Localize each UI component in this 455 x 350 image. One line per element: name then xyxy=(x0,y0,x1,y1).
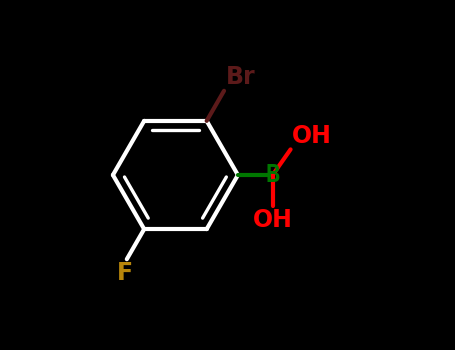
Text: Br: Br xyxy=(226,65,255,89)
Text: OH: OH xyxy=(253,208,293,232)
Text: F: F xyxy=(117,261,133,285)
Text: B: B xyxy=(266,163,280,187)
Text: OH: OH xyxy=(292,124,332,148)
